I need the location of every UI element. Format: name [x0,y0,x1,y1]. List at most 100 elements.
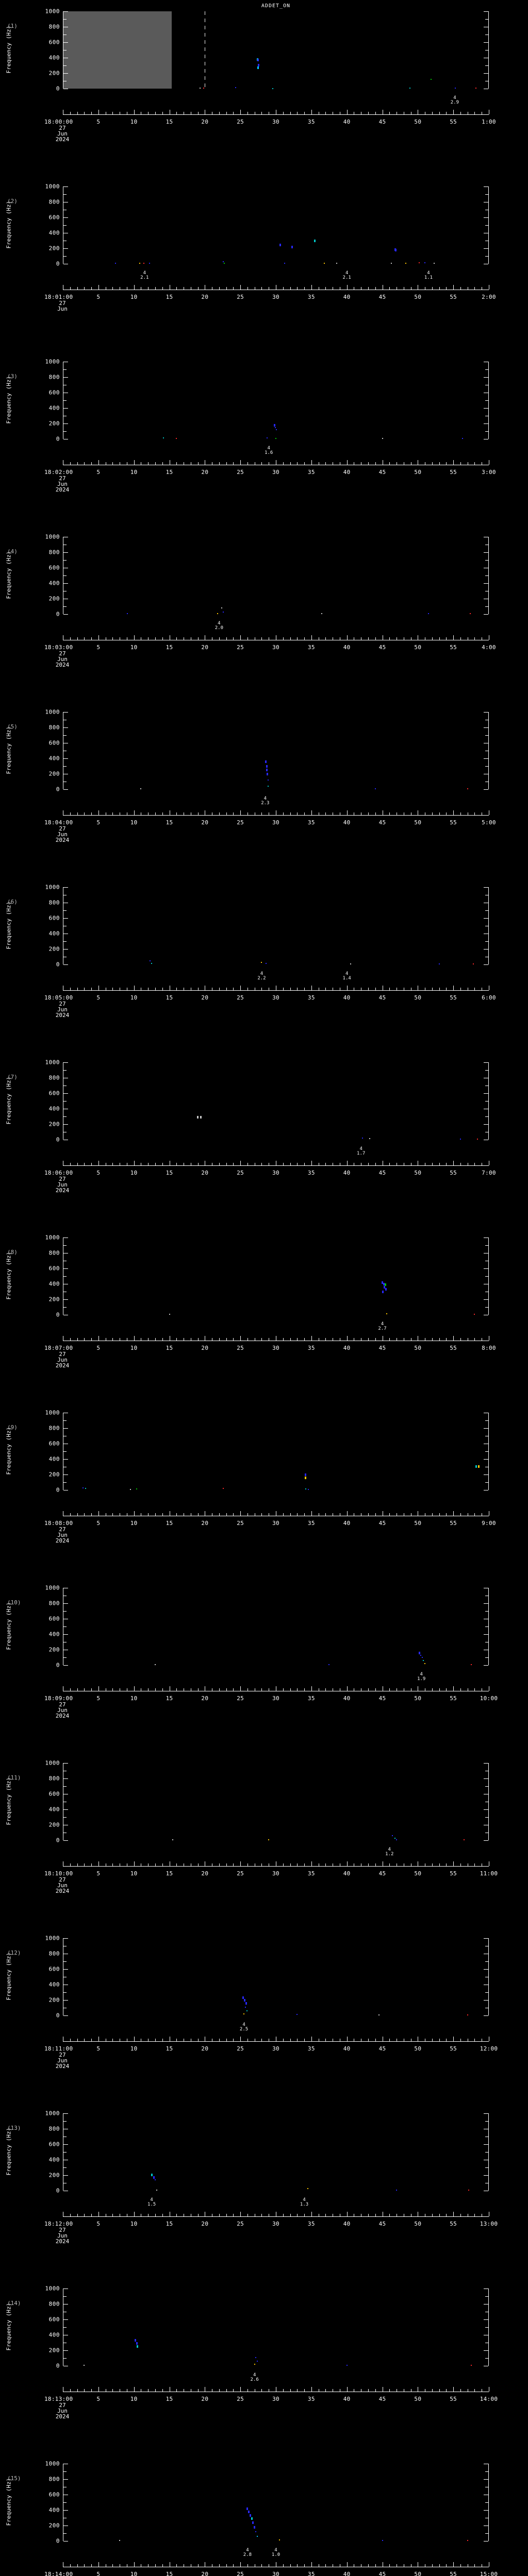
x-axis-tick [325,637,326,640]
x-axis-tick [375,462,376,465]
y-tick-label: 400 [48,2506,60,2514]
x-axis-tick [311,810,312,815]
plot-background [63,1238,489,1315]
x-tick-label: 30 [272,2045,279,2052]
x-axis-tick [155,1163,156,1165]
y-axis-left-minor-ticks [63,1763,67,1840]
y-axis-major-tick [63,42,68,43]
x-axis-tick [91,1513,92,1516]
y-axis-right-minor-ticks [485,1763,488,1840]
x-axis-tick [474,462,475,465]
x-axis-tick [134,1336,135,1341]
x-tick-label: 55 [450,2045,457,2052]
x-axis-tick [453,1511,454,1516]
x-axis-tick [155,112,156,114]
x-axis-tick [346,1686,348,1691]
x-axis-tick [460,812,461,815]
y-axis-major-tick [63,1665,68,1666]
x-axis-tick [453,635,454,640]
x-axis-tick [112,112,113,114]
x-axis-tick [233,2039,234,2041]
x-axis-tick [240,110,241,114]
detection-mark [223,262,225,264]
y-axis-major-tick [63,887,68,888]
y-tick-label: 0 [56,1311,60,1318]
x-axis-tick [197,2214,199,2216]
detection-mark [468,2190,470,2191]
y-tick-label: 1000 [45,884,60,891]
detection-mark [114,263,116,264]
x-axis-tick [283,2564,284,2567]
x-axis-tick [325,1338,326,1341]
x-axis-tick [325,112,326,114]
x-tick-label: 5 [96,1170,101,1176]
detection-mark [467,2014,468,2016]
x-axis-tick [134,110,135,114]
y-tick-label: 400 [48,930,60,937]
x-tick-label: 30 [272,819,279,826]
x-tick-label: 55 [450,644,457,651]
detection-mark [391,262,392,264]
y-tick-label: 800 [48,2300,60,2308]
y-axis-major-tick [484,1778,488,1779]
x-axis-tick [226,1513,227,1516]
x-axis-tick [325,1163,326,1165]
y-tick-label: 200 [48,420,60,427]
x-axis-tick [219,988,220,990]
y-tick-label: 800 [48,724,60,731]
detection-mark [305,1473,307,1476]
x-tick-label: 20 [201,1520,209,1527]
x-axis-tick [311,635,312,640]
y-axis-major-tick [484,1634,488,1635]
y-tick-label: 0 [56,2362,60,2369]
x-axis-tick [290,1863,291,1866]
x-axis-tick [219,1338,220,1341]
detection-mark [455,87,456,89]
y-axis-title: Frequency (Hz) [5,2302,12,2351]
y-axis-title: Frequency (Hz) [5,1427,12,1475]
x-tick-label: 20 [201,1345,209,1351]
x-axis-tick [283,287,284,290]
detection-mark [150,960,151,961]
x-axis-tick [261,812,262,815]
y-axis-major-tick [63,583,68,584]
detection-mark [296,2013,298,2015]
detection-mark [382,1281,383,1284]
x-tick-label: 5 [96,2396,101,2402]
x-tick-label: 30 [272,294,279,300]
y-tick-label: 200 [48,2347,60,2354]
y-axis-major-tick [484,1763,488,1764]
x-tick-label: 40 [343,1520,351,1527]
y-axis-left-minor-ticks [63,1588,67,1665]
x-axis-tick [304,2214,305,2216]
x-axis-tick [375,1863,376,1866]
x-axis-tick [233,2389,234,2392]
detection-mark [245,2002,247,2005]
x-axis-tick [134,285,135,290]
x-axis-tick [297,1163,298,1165]
x-axis-tick [197,637,199,640]
x-axis-tick [261,1513,262,1516]
x-tick-label: 15 [166,1170,173,1176]
x-tick-label: 10 [130,2571,138,2576]
x-tick-label: 10 [130,469,138,476]
x-axis-tick [283,2389,284,2392]
x-tick-label-start: 18:10:00 [44,1870,73,1877]
x-tick-label: 10 [130,2045,138,2052]
x-axis-tick [283,2039,284,2041]
detection-mark [427,613,429,614]
x-tick-label: 20 [201,819,209,826]
axis-annotation: 4 1.1 [424,270,433,280]
detection-mark [467,788,468,789]
y-axis-title: Frequency (Hz) [5,1251,12,1300]
x-axis-tick [162,1863,163,1866]
x-tick-label-end: 5:00 [482,819,496,826]
y-tick-label: 400 [48,755,60,762]
panel-index-label: (4) [7,548,18,555]
x-axis-tick [297,637,298,640]
x-tick-label: 50 [414,1345,422,1351]
plot-background [63,712,489,789]
plot-area-13 [63,2113,489,2191]
x-axis-tick [91,1163,92,1165]
detection-mark [478,1465,480,1468]
